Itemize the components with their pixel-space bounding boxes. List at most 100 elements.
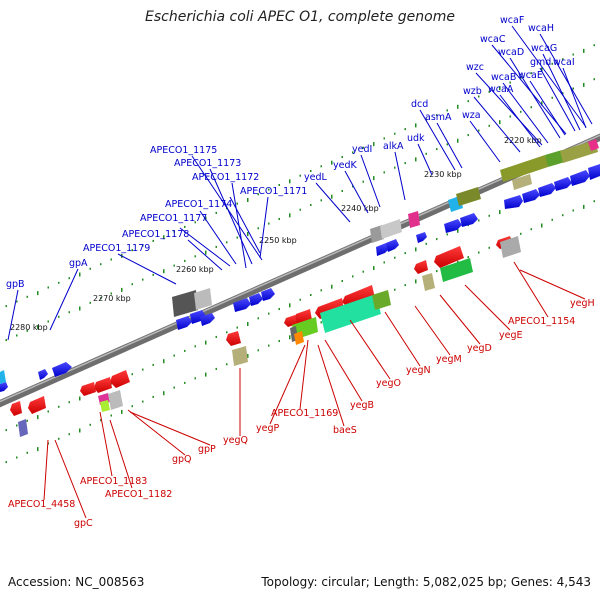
tick-dot — [47, 286, 49, 289]
tick-dot — [16, 300, 18, 303]
tick-dot — [520, 76, 522, 79]
leader-line — [475, 72, 543, 146]
tick-dot — [478, 219, 480, 222]
tick-dot — [310, 204, 312, 206]
leader-line — [511, 25, 587, 128]
gene-arrow-forward — [570, 170, 590, 186]
gene-arrow-reverse — [110, 370, 130, 388]
tick-dot — [89, 301, 91, 304]
gene-label: yegE — [499, 330, 523, 341]
tick-dot — [415, 247, 417, 252]
tick-dot — [341, 156, 343, 158]
tick-dot — [26, 329, 28, 332]
leader-line — [231, 182, 247, 269]
tick-dot — [352, 275, 354, 278]
feature-block — [232, 346, 248, 366]
tick-dot — [436, 238, 438, 241]
leader-line — [324, 339, 363, 402]
tick-dot — [320, 199, 322, 202]
gene-arrow-reverse — [434, 246, 464, 268]
kbp-label: 2250 kbp — [259, 236, 297, 245]
tick-dot — [331, 284, 333, 289]
gene-arrow-reverse — [28, 396, 46, 414]
leader-line — [179, 227, 231, 267]
leader-line — [315, 182, 351, 223]
gene-label: yegM — [436, 354, 462, 365]
tick-dot — [509, 115, 511, 118]
gene-label: yedL — [304, 172, 327, 183]
tick-dot — [331, 160, 333, 165]
kbp-label: 2220 kbp — [504, 136, 542, 145]
tick-dot — [173, 230, 175, 233]
tick-dot — [236, 202, 238, 205]
tick-dot — [394, 132, 396, 135]
tick-dot — [173, 354, 175, 357]
feature-block — [294, 331, 304, 345]
tick-dot — [530, 228, 532, 231]
tick-dot — [215, 211, 217, 214]
tick-dot — [173, 386, 175, 389]
tick-dot — [163, 391, 165, 396]
leader-line — [54, 439, 87, 519]
feature-block — [372, 290, 391, 310]
feature-block — [422, 273, 435, 291]
kbp-label: 2270 kbp — [93, 294, 131, 303]
tick-dot — [142, 368, 144, 371]
gene-label: APECO1_1179 — [83, 243, 150, 254]
gene-arrow-forward — [376, 243, 389, 256]
tick-dot — [530, 106, 532, 109]
gene-label: wcaD — [498, 47, 524, 58]
feature-block — [408, 211, 420, 228]
tick-dot — [352, 185, 354, 188]
feature-block — [194, 288, 212, 310]
tick-dot — [47, 320, 49, 323]
gene-arrow-forward — [522, 189, 540, 203]
tick-dot — [457, 138, 459, 143]
tick-dot — [68, 401, 70, 404]
gene-label: wzb — [463, 86, 482, 97]
tick-dot — [100, 419, 102, 422]
leader-line — [349, 319, 391, 380]
tick-dot — [79, 306, 81, 311]
tick-dot — [58, 281, 60, 284]
tick-dot — [121, 287, 123, 292]
tick-dot — [289, 179, 291, 184]
gene-label: alkA — [383, 141, 404, 152]
leader-line — [499, 94, 541, 148]
gene-arrow-forward — [233, 298, 251, 312]
tick-dot — [362, 270, 364, 273]
feature-block — [500, 155, 548, 182]
leader-line — [129, 411, 211, 446]
gene-arrow-reverse — [342, 285, 375, 308]
tick-dot — [215, 335, 217, 338]
leader-line — [473, 96, 521, 153]
gene-label: gpQ — [172, 454, 192, 465]
tick-dot — [572, 53, 574, 56]
gene-label: yegB — [350, 400, 374, 411]
tick-dot — [436, 270, 438, 273]
tick-dot — [163, 269, 165, 274]
tick-dot — [110, 414, 112, 417]
tick-dot — [457, 104, 459, 109]
reverse-gene-labels: yegH APECO1_1154 yegE yegD yegM yegN yeg… — [8, 298, 595, 529]
tick-dot — [446, 143, 448, 146]
tick-dot — [26, 451, 28, 454]
leader-line — [414, 305, 451, 356]
tick-dot — [257, 317, 259, 320]
tick-dot — [205, 250, 207, 255]
tick-dot — [404, 284, 406, 287]
tick-dot — [257, 193, 259, 196]
gene-label: yegD — [467, 343, 492, 354]
forward-genes — [0, 164, 600, 392]
leader-line — [539, 67, 576, 132]
gene-label: udk — [407, 133, 425, 144]
leader-line — [49, 268, 79, 331]
tick-dot — [226, 331, 228, 334]
tick-dot — [425, 152, 427, 155]
tick-dot — [257, 227, 259, 230]
gene-arrow-forward — [190, 310, 206, 324]
gene-label: yedK — [333, 160, 357, 171]
tick-dot — [278, 340, 280, 342]
tick-dot — [152, 395, 154, 398]
